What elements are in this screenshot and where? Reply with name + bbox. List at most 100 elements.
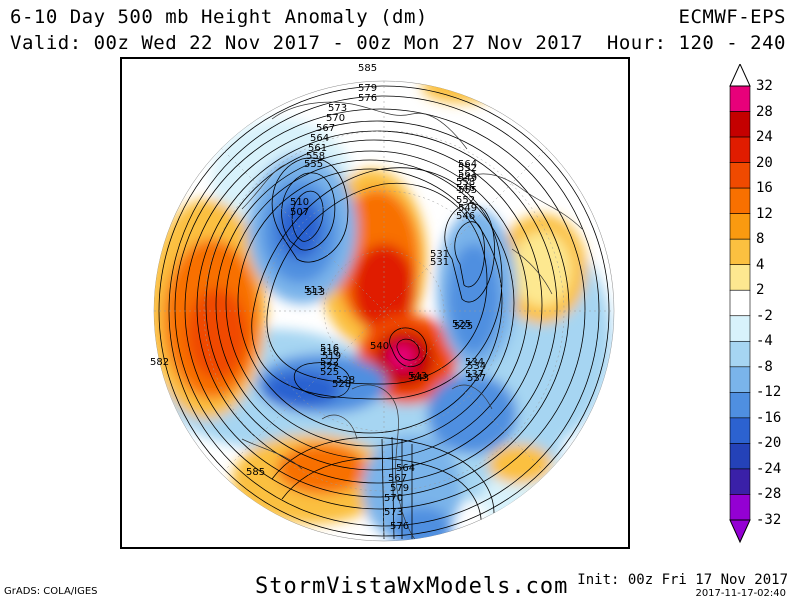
colorbar-label: 16 — [756, 180, 773, 197]
contour-label: 558 — [306, 151, 325, 162]
contour-label: 555 — [458, 185, 477, 196]
map-panel: 585 579 576 573 570 567 564 561 558 555 … — [120, 57, 630, 549]
contour-label: 522 — [320, 361, 339, 372]
colorbar-label: 24 — [756, 129, 773, 146]
contour-label: 546 — [456, 211, 475, 222]
colorbar-swatch — [729, 187, 751, 214]
contour-label: 570 — [384, 493, 403, 504]
contour-label: 510 — [290, 197, 309, 208]
coastlines — [241, 101, 583, 541]
colorbar-swatch — [729, 289, 751, 317]
colorbar-label: -24 — [756, 460, 782, 477]
colorbar-label: -20 — [756, 435, 782, 452]
contour-label: 567 — [316, 123, 335, 134]
contour-label: 543 — [408, 371, 427, 382]
contour-labels: 585 579 576 573 570 567 564 561 558 555 … — [150, 63, 486, 532]
colorbar-swatch — [729, 366, 751, 393]
height-contours — [158, 85, 610, 540]
colorbar-swatch — [729, 162, 751, 189]
contour-label: 507 — [290, 207, 309, 218]
colorbar-swatch — [729, 85, 751, 112]
init-time: Init: 00z Fri 17 Nov 2017 — [577, 572, 788, 588]
contour-label: 537 — [467, 373, 486, 384]
contour-label: 537 — [465, 369, 484, 380]
colorbar-top-arrow — [729, 64, 751, 87]
contour-label: 573 — [384, 507, 403, 518]
colorbar-label: 8 — [756, 231, 765, 248]
contour-label: 552 — [456, 195, 475, 206]
contour-label: 525 — [320, 367, 339, 378]
contour-label: 522 — [320, 357, 339, 368]
colorbar-label: 2 — [756, 282, 765, 299]
colorbar-swatch — [729, 213, 751, 240]
contour-label: 579 — [358, 83, 377, 94]
contour-label: 561 — [308, 143, 327, 154]
colorbar-label: -4 — [756, 333, 773, 350]
colorbar-label: -12 — [756, 384, 782, 401]
forecast-hour-range: Hour: 120 - 240 — [606, 32, 786, 54]
contour-label: 573 — [328, 103, 347, 114]
contour-label: 513 — [306, 287, 325, 298]
colorbar-swatch — [729, 238, 751, 266]
contour-label: 567 — [388, 473, 407, 484]
contour-label: 576 — [358, 93, 377, 104]
contour-label: 585 — [246, 467, 265, 478]
contour-label: 528 — [336, 375, 355, 386]
contour-label: 549 — [458, 203, 477, 214]
contour-label: 516 — [320, 343, 339, 354]
contour-label: 564 — [310, 133, 329, 144]
contour-label: 513 — [304, 285, 323, 296]
colorbar-label: 12 — [756, 205, 773, 222]
graticule — [154, 81, 614, 541]
contour-label: 528 — [332, 379, 351, 390]
colorbar-swatch — [729, 468, 751, 495]
contour-label: 534 — [467, 361, 486, 372]
contour-label: 549 — [458, 173, 477, 184]
contour-label: 540 — [370, 341, 389, 352]
colorbar-label: -8 — [756, 358, 773, 375]
colorbar-swatch — [729, 443, 751, 470]
contour-label: 585 — [358, 63, 377, 74]
colorbar-swatch — [729, 340, 751, 368]
colorbar-swatch — [729, 111, 751, 138]
colorbar-swatch — [729, 315, 751, 342]
colorbar-swatch — [729, 136, 751, 163]
map-title: 6-10 Day 500 mb Height Anomaly (dm) — [10, 6, 428, 28]
colorbar-label: 4 — [756, 256, 765, 273]
contour-label: 555 — [304, 159, 323, 170]
site-watermark: StormVistaWxModels.com — [255, 574, 569, 599]
contour-label: 579 — [390, 483, 409, 494]
contour-label: 543 — [410, 373, 429, 384]
colorbar-label: -16 — [756, 409, 782, 426]
colorbar-label: 32 — [756, 78, 773, 94]
contour-label: 546 — [456, 183, 475, 194]
colorbar-bottom-arrow — [729, 519, 751, 544]
contour-label: 570 — [326, 113, 345, 124]
contour-label: 582 — [150, 357, 169, 368]
contour-label: 534 — [465, 357, 484, 368]
polar-stereographic-map: 585 579 576 573 570 567 564 561 558 555 … — [150, 63, 615, 542]
contour-label: 561 — [458, 169, 477, 180]
colorbar-swatch — [729, 417, 751, 444]
colorbar-swatch — [729, 392, 751, 419]
contour-label: 576 — [390, 521, 409, 532]
model-name: ECMWF-EPS — [678, 6, 786, 28]
contour-label: 564 — [396, 463, 415, 474]
generation-timestamp: 2017-11-17-02:40 — [695, 588, 786, 599]
contour-label: 519 — [322, 351, 341, 362]
contour-label: 564 — [458, 159, 477, 170]
contour-label: 516 — [320, 347, 339, 358]
colorbar-label: 20 — [756, 154, 773, 171]
colorbar-label: -2 — [756, 307, 773, 324]
valid-period: Valid: 00z Wed 22 Nov 2017 - 00z Mon 27 … — [10, 32, 584, 54]
colorbar-swatch — [729, 264, 751, 291]
colorbar-swatch — [729, 494, 751, 521]
anomaly-colorbar — [729, 64, 751, 544]
colorbar-label: -28 — [756, 486, 782, 503]
colorbar-label: 28 — [756, 103, 773, 120]
contour-label: 525 — [454, 321, 473, 332]
contour-label: 552 — [458, 163, 477, 174]
contour-label: 531 — [430, 257, 449, 268]
colorbar-label: -32 — [756, 512, 782, 528]
contour-label: 558 — [456, 177, 475, 188]
